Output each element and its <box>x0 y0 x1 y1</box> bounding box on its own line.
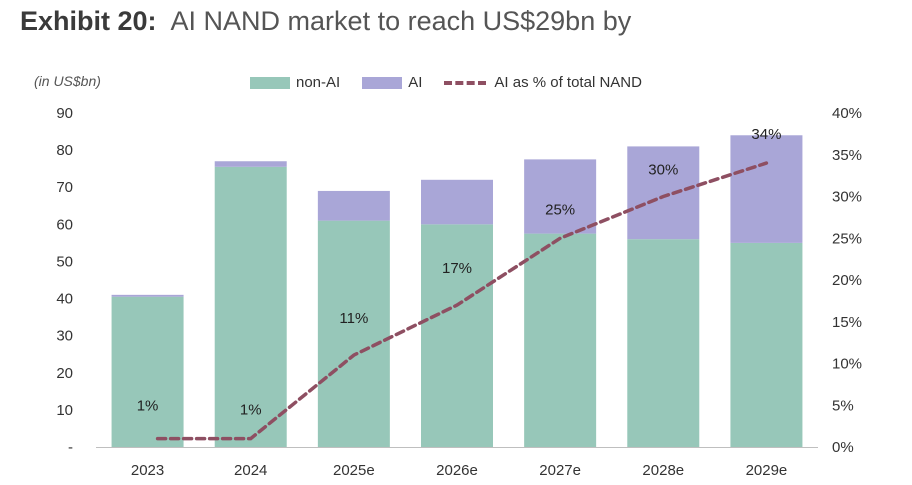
unit-label: (in US$bn) <box>34 73 101 89</box>
legend-item-line: AI as % of total NAND <box>444 74 642 91</box>
bar-ai <box>421 179 493 225</box>
legend-swatch-line <box>444 80 487 85</box>
bar-non-ai <box>524 233 597 447</box>
bar-ai <box>627 146 700 240</box>
bar-ai <box>111 294 184 297</box>
y2-tick-label: 25% <box>832 230 862 247</box>
y2-tick-label: 35% <box>832 147 862 164</box>
legend-label-non-ai: non-AI <box>296 74 341 91</box>
y-tick-label: 70 <box>56 179 73 196</box>
y-tick-label: 90 <box>56 105 73 122</box>
legend: non-AI AI AI as % of total NAND <box>250 74 664 91</box>
line-data-label: 34% <box>751 126 781 143</box>
bar-non-ai <box>111 296 184 447</box>
legend-swatch-non-ai <box>250 76 290 89</box>
bar-ai <box>214 161 287 167</box>
y2-tick-label: 15% <box>832 314 862 331</box>
bar-non-ai <box>730 242 803 447</box>
legend-label-ai: AI <box>408 74 423 91</box>
bar-non-ai <box>317 220 390 447</box>
bar-ai <box>730 135 803 243</box>
x-tick-label: 2024 <box>234 462 267 479</box>
legend-swatch-ai <box>362 76 403 89</box>
x-tick-label: 2025e <box>333 462 375 479</box>
y-tick-label: 20 <box>56 365 73 382</box>
line-data-label: 11% <box>339 310 368 327</box>
bar-non-ai <box>627 239 700 447</box>
y2-tick-label: 20% <box>832 272 862 289</box>
line-data-label: 25% <box>545 201 575 218</box>
y2-tick-label: 40% <box>832 105 862 122</box>
line-data-label: 30% <box>648 162 678 179</box>
y2-tick-label: 30% <box>832 189 862 206</box>
x-tick-label: 2026e <box>436 462 478 479</box>
chart-title: Exhibit 20: AI NAND market to reach US$29… <box>20 6 631 37</box>
bar-non-ai <box>214 166 287 448</box>
y-tick-label: - <box>68 439 73 456</box>
exhibit-number: Exhibit 20: <box>20 6 157 36</box>
y-tick-label: 40 <box>56 291 73 308</box>
y-tick-label: 50 <box>56 253 73 270</box>
line-data-label: 1% <box>137 398 159 415</box>
legend-item-ai: AI <box>362 74 422 91</box>
x-tick-label: 2027e <box>539 462 581 479</box>
line-data-label: 17% <box>442 260 472 277</box>
y-tick-label: 10 <box>56 402 73 419</box>
y2-tick-label: 5% <box>832 397 854 414</box>
bar-ai <box>317 190 390 221</box>
y2-tick-label: 10% <box>832 356 862 373</box>
legend-label-line: AI as % of total NAND <box>494 74 642 91</box>
x-tick-label: 2023 <box>131 462 164 479</box>
y-tick-label: 60 <box>56 216 73 233</box>
exhibit-title: AI NAND market to reach US$29bn by <box>170 6 632 36</box>
y-tick-label: 30 <box>56 328 73 345</box>
bar-non-ai <box>421 224 493 447</box>
bar-ai <box>524 159 597 234</box>
x-tick-label: 2029e <box>746 462 788 479</box>
x-tick-label: 2028e <box>642 462 684 479</box>
line-ai-share <box>155 161 769 441</box>
line-data-label: 1% <box>240 402 262 419</box>
y-tick-label: 80 <box>56 142 73 159</box>
y2-tick-label: 0% <box>832 439 854 456</box>
legend-item-non-ai: non-AI <box>250 74 340 91</box>
